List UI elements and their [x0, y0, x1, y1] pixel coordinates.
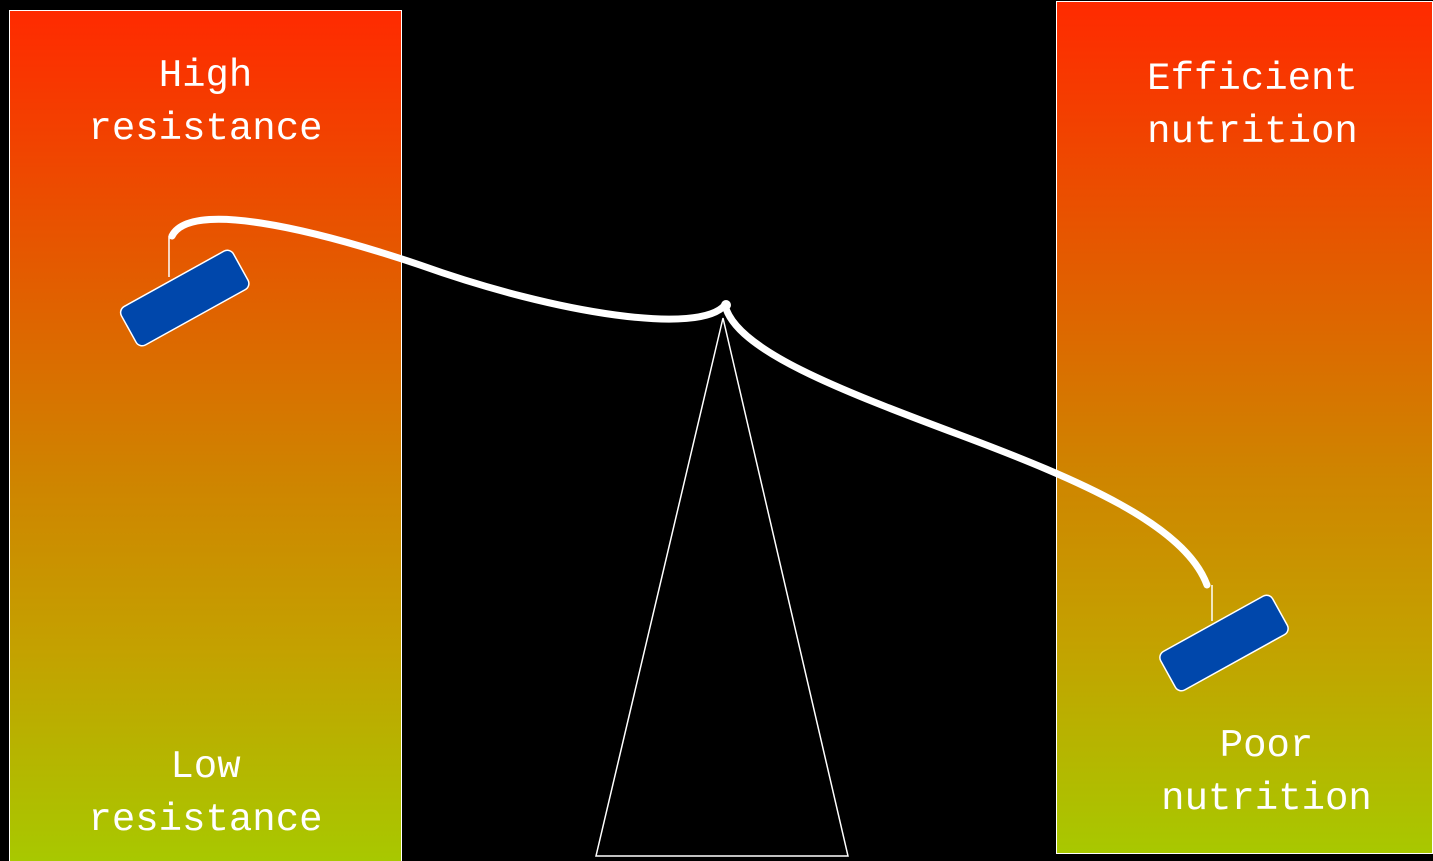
left-pan	[119, 249, 250, 347]
poor-nutrition-label: Poor nutrition	[1161, 724, 1372, 821]
pivot-point	[721, 300, 731, 310]
low-resistance-label: Low resistance	[88, 745, 323, 842]
fulcrum	[595, 317, 849, 857]
right-pan	[1159, 594, 1289, 692]
resistance-gradient-panel	[9, 10, 402, 861]
beam-right-arm	[721, 301, 1211, 589]
beam-left-arm	[168, 215, 729, 323]
high-resistance-label: High resistance	[88, 54, 323, 151]
efficient-nutrition-label: Efficient nutrition	[1147, 57, 1358, 154]
nutrition-gradient-panel	[1056, 1, 1433, 854]
